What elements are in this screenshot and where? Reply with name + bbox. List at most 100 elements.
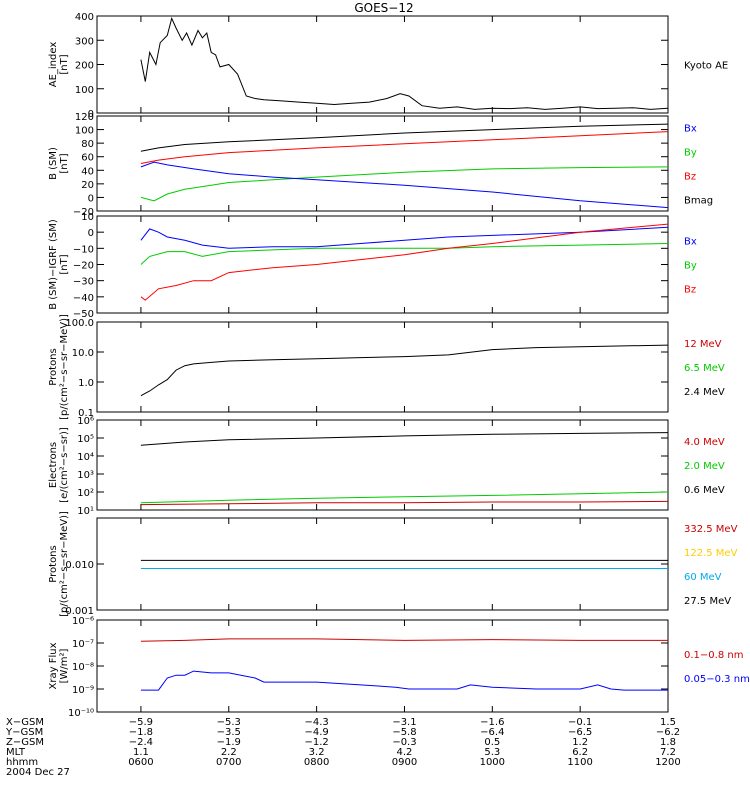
legend-item: 12 MeV [684, 339, 722, 350]
y-tick-label: 0 [88, 193, 94, 204]
y-tick-label: 120 [75, 112, 94, 123]
footer-value: 0800 [304, 757, 329, 768]
footer-value: 5.3 [484, 747, 500, 758]
legend-item: 27.5 MeV [684, 596, 731, 607]
footer-value: −1.6 [480, 717, 504, 728]
y-axis-label: B (SM)−IGRF (SM)[nT] [48, 219, 70, 310]
footer-ephemeris: X−GSM −5.9 −5.3 −4.3 −3.1 −1.6 −0.1 1.5 Y−GSM −1.… [5, 717, 681, 778]
y-tick-label: −40 [73, 293, 94, 304]
footer-row-label: MLT [6, 747, 26, 758]
y-tick-label: 60 [81, 153, 94, 164]
legend-item: 6.5 MeV [684, 363, 725, 374]
footer-value: 2.2 [221, 747, 237, 758]
footer-value: −4.9 [304, 727, 328, 738]
y-tick-label: −20 [73, 207, 94, 218]
panel-frame [96, 15, 669, 114]
footer-value: 1000 [480, 757, 505, 768]
footer-value: −4.3 [304, 717, 328, 728]
panel-7: 10⁻¹⁰ 10⁻⁹ 10⁻⁸ 10⁻⁷ 10⁻⁶ Xray Flux[W/m²] 0.1−… [48, 616, 750, 719]
series-line-3 [140, 223, 669, 301]
legend-item: 60 MeV [684, 572, 722, 583]
footer-value: −0.1 [568, 717, 592, 728]
footer-value: 4.2 [397, 747, 413, 758]
footer-row-label: X−GSM [6, 717, 44, 728]
footer-value: −6.4 [480, 727, 504, 738]
y-tick-label: 10⁻⁹ [72, 685, 94, 696]
figure-title: GOES−12 [354, 1, 413, 15]
legend-item: Bmag [684, 196, 713, 207]
footer-value: −3.5 [217, 727, 241, 738]
y-tick-label: 10⁻⁸ [72, 662, 94, 673]
panel-2: −20 0 20 40 60 80 100 120 B (SM)[nT] Bx By Bz Bmag [48, 112, 713, 218]
series-line-4 [140, 161, 669, 209]
panel-frame [96, 115, 669, 212]
y-tick-label: 0 [88, 109, 94, 120]
series-line-1 [140, 226, 669, 249]
y-axis-label: AE_index[nT] [48, 42, 70, 88]
y-tick-label: 10⁻⁶ [72, 616, 94, 627]
legend-item: By [684, 261, 697, 272]
legend-item: Kyoto AE [684, 61, 728, 72]
footer-value: −1.8 [129, 727, 153, 738]
footer-value: 1.2 [572, 737, 588, 748]
footer-value: −3.1 [392, 717, 416, 728]
legend-item: 0.6 MeV [684, 485, 725, 496]
y-axis-label: Xray Flux[W/m²] [48, 642, 70, 689]
y-tick-label: 0 [88, 228, 94, 239]
series-line-2 [140, 131, 669, 164]
panel-frame [96, 215, 669, 314]
y-tick-label: 0.010 [65, 560, 94, 571]
panel-frame [96, 619, 669, 713]
footer-row-label: Y−GSM [5, 727, 43, 738]
series-line-2 [140, 243, 669, 265]
footer-value: 1100 [567, 757, 592, 768]
footer-value: 0900 [392, 757, 417, 768]
legend-item: 332.5 MeV [684, 524, 738, 535]
footer-value: −1.2 [304, 737, 328, 748]
legend-item: Bz [684, 172, 696, 183]
y-tick-label: 100.0 [65, 318, 94, 329]
footer-date: 2004 Dec 27 [6, 767, 70, 778]
footer-value: 1200 [655, 757, 680, 768]
footer-row-label: Z−GSM [6, 737, 44, 748]
footer-value: 0600 [128, 757, 153, 768]
y-axis-label: Protons[p/(cm²−s−sr−MeV)] [48, 511, 70, 617]
y-tick-label: 10⁻¹⁰ [68, 708, 94, 719]
footer-value: −2.4 [129, 737, 153, 748]
panel-3: −50 −40 −30 −20 −10 0 10 B (SM)−IGRF (SM)[nT] Bx… [48, 212, 697, 320]
y-tick-label: 10² [77, 488, 94, 499]
y-axis-label: B (SM)[nT] [48, 147, 70, 180]
y-tick-label: 400 [75, 12, 94, 23]
footer-row-label: hhmm [6, 757, 38, 768]
y-tick-label: 0.1 [78, 408, 94, 419]
series-line-1 [140, 344, 669, 397]
panel-frame [96, 419, 669, 511]
legend-item: 0.1−0.8 nm [684, 650, 743, 661]
series-line-1 [140, 432, 669, 446]
y-tick-label: 10.0 [72, 348, 94, 359]
y-tick-label: 40 [81, 166, 94, 177]
y-tick-label: −30 [73, 277, 94, 288]
footer-value: −6.2 [656, 727, 680, 738]
y-tick-label: 0.001 [65, 606, 94, 617]
footer-value: 0.5 [484, 737, 500, 748]
panel-4: 0.1 1.0 10.0 100.0Protons[p/(cm²−s−sr−MeV)]… [48, 314, 725, 420]
y-axis-label: Electrons[e/(cm²−s−sr)] [48, 427, 70, 503]
y-tick-label: 300 [75, 36, 94, 47]
y-tick-label: −50 [73, 309, 94, 320]
panel-5: 10¹ 10² 10³ 10⁴ 10⁵ 10⁶ Electrons[e/(cm²−s−sr)… [48, 416, 725, 517]
series-line-1 [140, 123, 669, 152]
y-axis-label: Protons[p/(cm²−s−sr−MeV)] [48, 314, 70, 420]
y-tick-label: 10⁶ [77, 416, 94, 427]
y-tick-label: 10¹ [77, 506, 94, 517]
footer-value: 1.1 [133, 747, 149, 758]
footer-value: −6.5 [568, 727, 592, 738]
series-line-1 [140, 16, 669, 110]
footer-value: −5.9 [129, 717, 153, 728]
panel-frame [96, 321, 669, 413]
footer-value: −5.3 [217, 717, 241, 728]
footer-value: −1.9 [217, 737, 241, 748]
